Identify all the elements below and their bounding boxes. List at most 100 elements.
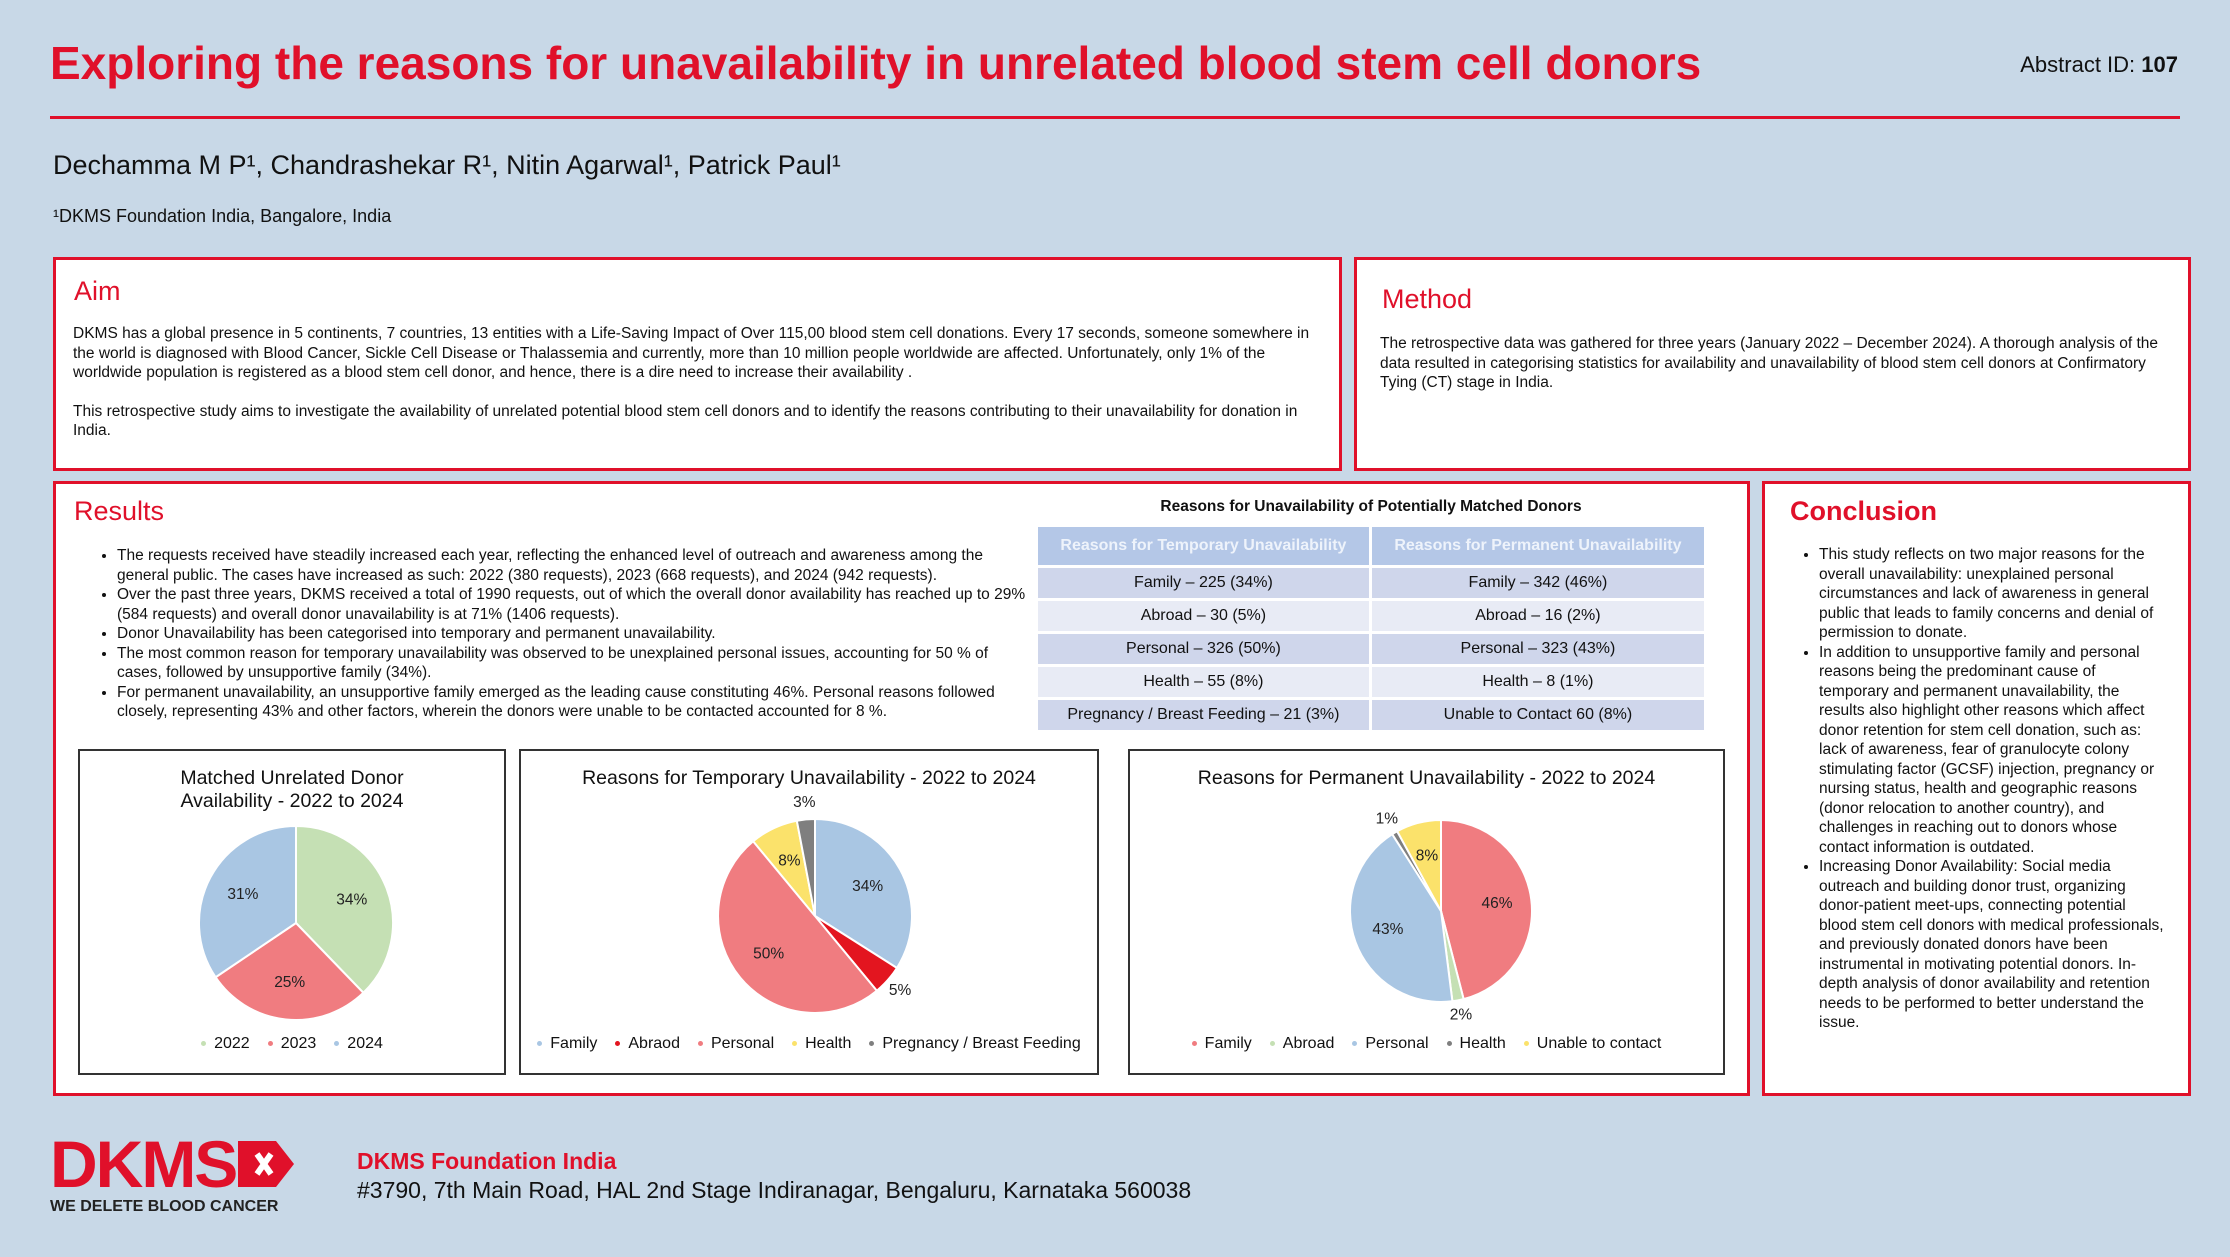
bullet: Donor Unavailability has been categorise… (117, 624, 1028, 644)
slice-label: 46% (1481, 895, 1512, 912)
pie-slice (795, 817, 816, 917)
affiliation: ¹DKMS Foundation India, Bangalore, India (53, 206, 392, 226)
legend-label: 2024 (347, 1035, 383, 1052)
chart-title: Matched Unrelated Donor Availability - 2… (180, 767, 404, 812)
logo-text: DKMS (50, 1127, 238, 1201)
legend-item: Personal (1352, 1035, 1429, 1053)
pie-chart: 34% 5% 50% 8% 3% (717, 794, 913, 1014)
legend-swatch (697, 1041, 703, 1047)
paragraph: The retrospective data was gathered for … (1380, 335, 2159, 391)
slice-label: 50% (753, 945, 784, 962)
legend: 2022 2023 2024 (80, 1035, 504, 1053)
chart-title: Reasons for Permanent Unavailability - 2… (1197, 767, 1656, 789)
legend-item: 2023 (267, 1035, 317, 1053)
legend-swatch (267, 1041, 273, 1047)
legend-item: Personal (697, 1035, 775, 1053)
legend-label: Family (1204, 1035, 1252, 1052)
chart-box: Reasons for Permanent Unavailability - 2… (1128, 749, 1725, 1075)
cell: Abroad – 16 (2%) (1371, 601, 1704, 631)
legend-label: 2023 (280, 1035, 317, 1052)
legend-label: Pregnancy / Breast Feeding (882, 1035, 1081, 1052)
legend-label: Personal (710, 1035, 775, 1052)
logo: DKMS WE DELETE BLOOD CANCER (50, 1127, 295, 1216)
legend-swatch (1269, 1041, 1275, 1047)
slice-label: 2% (1450, 1007, 1473, 1024)
reasons-table: Reasons for Temporary Unavailability Reas… (1035, 524, 1707, 733)
address: #3790, 7th Main Road, HAL 2nd Stage Indi… (357, 1177, 1192, 1203)
legend-swatch (537, 1041, 543, 1047)
logo-mark (238, 1141, 295, 1187)
table-title: Reasons for Unavailability of Potentiall… (1160, 498, 1582, 515)
legend-item: Health (792, 1035, 851, 1053)
pie-slice (214, 921, 365, 1021)
legend-item: Family (1191, 1035, 1252, 1053)
legend-item: Abraod (615, 1035, 680, 1053)
title: Exploring the reasons for unavailability… (50, 37, 1702, 89)
method-body: The retrospective data was gathered for … (1380, 334, 2160, 412)
cell: Personal – 326 (50%) (1038, 634, 1369, 664)
legend-swatch (334, 1041, 340, 1047)
pie-chart: 46% 2% 43% 1% 8% (1349, 810, 1533, 1024)
aim-body: DKMS has a global presence in 5 continen… (73, 324, 1313, 460)
conclusion-heading: Conclusion (1790, 496, 1937, 526)
legend-swatch (1523, 1041, 1529, 1047)
slice-label: 43% (1372, 921, 1403, 938)
pie-slice (198, 824, 297, 979)
bullet: Over the past three years, DKMS received… (117, 585, 1028, 624)
method-heading: Method (1382, 284, 1473, 314)
cell: Family – 342 (46%) (1371, 568, 1704, 598)
legend-label: Abroad (1282, 1035, 1335, 1052)
legend-swatch (792, 1041, 798, 1047)
legend-item: 2022 (201, 1035, 250, 1053)
divider (50, 116, 2180, 119)
org-name: DKMS Foundation India (357, 1148, 617, 1174)
conclusion-body: This study reflects on two major reasons… (1775, 545, 2167, 1033)
legend-label: Health (805, 1035, 852, 1052)
results-heading: Results (74, 496, 165, 526)
abstract-label: Abstract ID: (2020, 52, 2136, 77)
legend: Family Abraod Personal Health Pregnancy / Br… (521, 1035, 1097, 1053)
chart-box: Reasons for Temporary Unavailability - 2… (519, 749, 1099, 1075)
column-header: Reasons for Permanent Unavailability (1371, 527, 1704, 565)
conclusion-box: Conclusion This study reflects on two ma… (1762, 481, 2191, 1096)
legend-item: 2024 (334, 1035, 383, 1053)
legend-swatch (869, 1041, 875, 1047)
cell: Family – 225 (34%) (1038, 568, 1369, 598)
slice-label: 1% (1376, 810, 1399, 827)
legend-label: Unable to contact (1536, 1035, 1662, 1052)
authors: Dechamma M P¹, Chandrashekar R¹, Nitin A… (53, 150, 841, 180)
chart-title: Reasons for Temporary Unavailability - 2… (582, 767, 1036, 789)
legend-label: Personal (1365, 1035, 1429, 1052)
legend-item: Unable to contact (1523, 1035, 1662, 1053)
slice-label: 31% (227, 886, 258, 903)
bullet: The requests received have steadily incr… (117, 546, 1028, 585)
pie-slice (295, 824, 394, 995)
tagline: WE DELETE BLOOD CANCER (50, 1198, 279, 1215)
aim-heading: Aim (74, 276, 121, 306)
abstract-number: 107 (2141, 52, 2178, 77)
legend-item: Pregnancy / Breast Feeding (869, 1035, 1081, 1053)
legend-swatch (201, 1041, 207, 1047)
cell: Health – 55 (8%) (1038, 667, 1369, 697)
cell: Abroad – 30 (5%) (1038, 601, 1369, 631)
results-body: The requests received have steadily incr… (73, 546, 1028, 722)
legend: Family Abroad Personal Health Unable to cont… (1130, 1035, 1723, 1053)
slice-label: 8% (778, 853, 801, 870)
bullet: The most common reason for temporary una… (117, 644, 1028, 683)
slice-label: 34% (852, 878, 883, 895)
legend-label: Family (550, 1035, 598, 1052)
pie-slice (717, 839, 879, 1014)
bullet: This study reflects on two major reasons… (1819, 545, 2167, 643)
legend-label: Abraod (628, 1035, 680, 1052)
pie-slice (1395, 818, 1442, 912)
legend-swatch (1352, 1041, 1358, 1047)
bullet: Increasing Donor Availability: Social me… (1819, 857, 2167, 1033)
cell: Unable to Contact 60 (8%) (1371, 700, 1704, 730)
cell: Pregnancy / Breast Feeding – 21 (3%) (1038, 700, 1369, 730)
cell: Personal – 323 (43%) (1371, 634, 1704, 664)
slice-label: 25% (274, 974, 305, 991)
legend-item: Abroad (1269, 1035, 1335, 1053)
legend-swatch (615, 1041, 621, 1047)
slice-label: 3% (793, 794, 816, 811)
